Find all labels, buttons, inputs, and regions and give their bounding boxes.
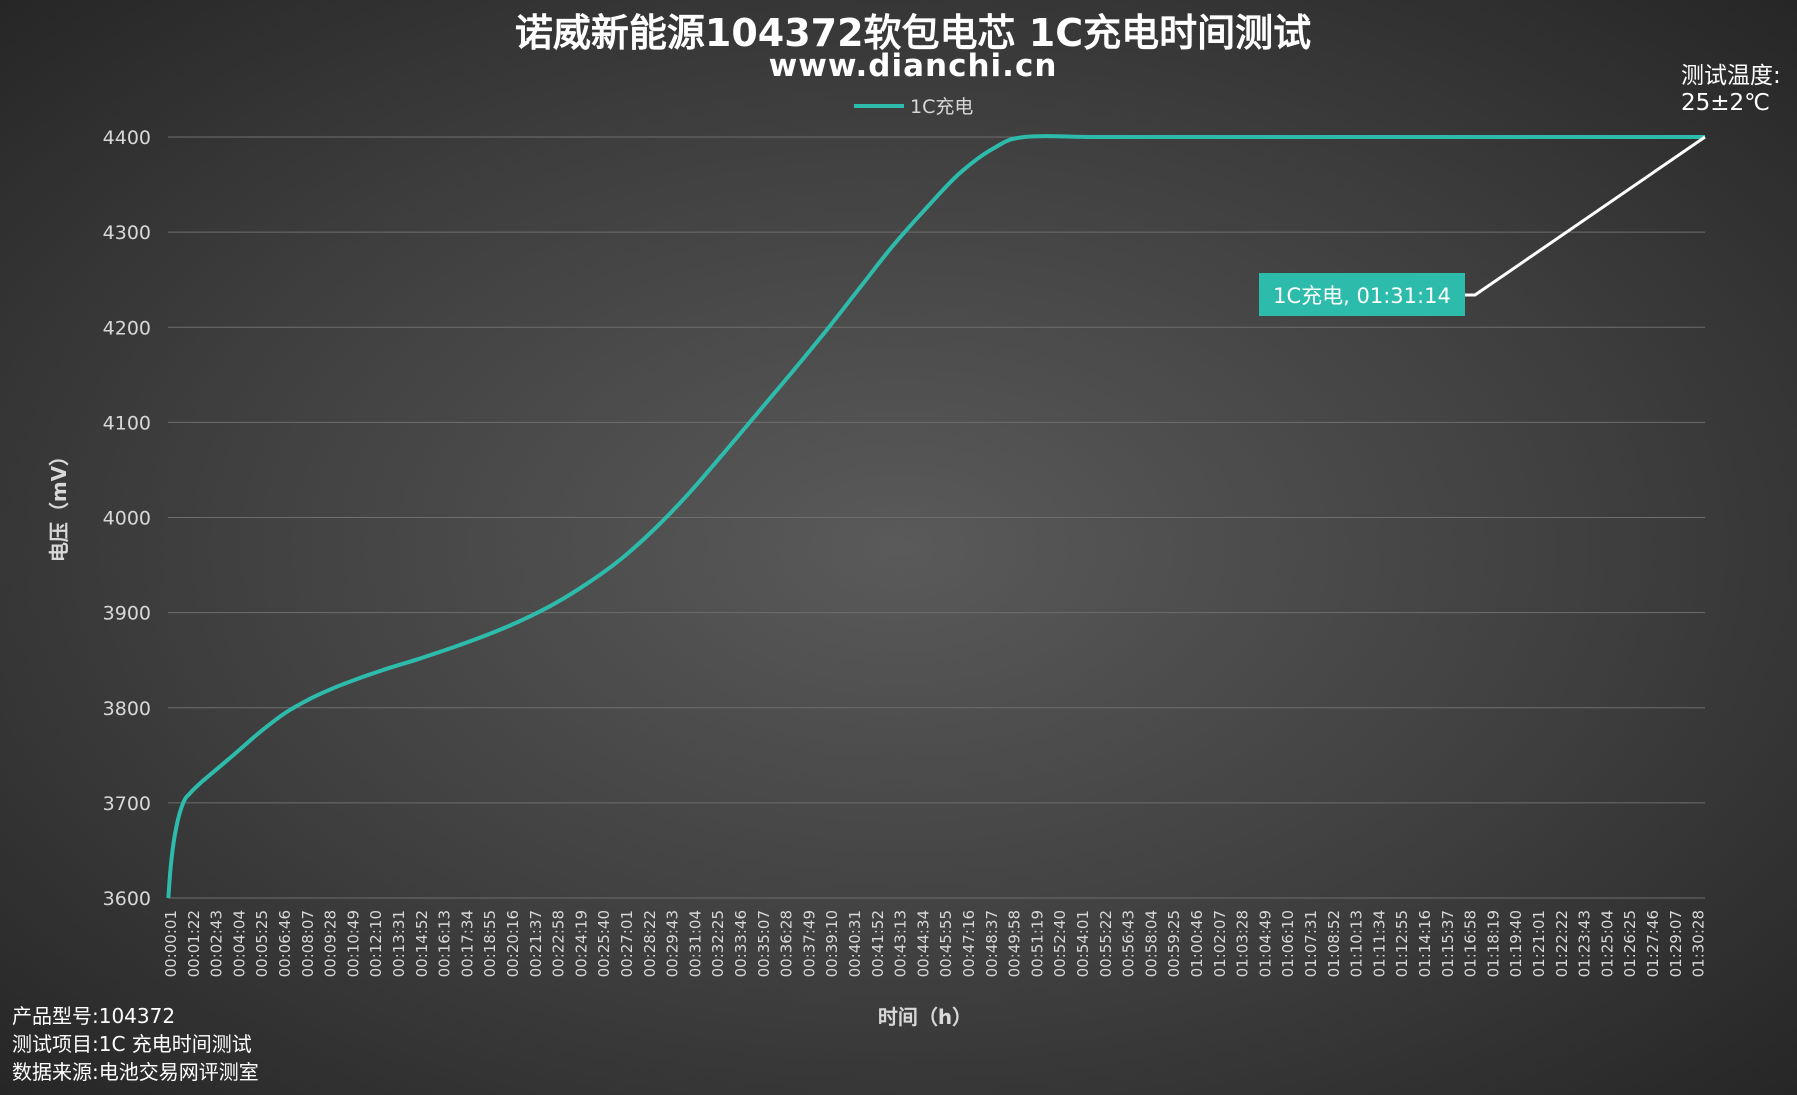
legend-swatch [854,103,904,108]
chart-title: 诺威新能源104372软包电芯 1C充电时间测试 [514,11,1312,55]
x-tick-label: 00:40:31 [846,910,864,977]
callout-leader-line [1465,135,1706,297]
x-tick-label: 00:27:01 [618,910,636,977]
x-tick-label: 00:14:52 [413,910,431,977]
x-tick-label: 01:08:52 [1325,910,1343,977]
x-tick-label: 00:48:37 [983,910,1001,977]
x-tick-label: 00:05:25 [253,910,271,977]
x-tick-label: 01:14:16 [1416,910,1434,977]
x-tick-label: 00:44:34 [914,910,932,977]
y-tick-label: 4400 [103,127,151,149]
x-tick-label: 01:10:13 [1348,910,1366,977]
x-tick-label: 01:29:07 [1667,910,1685,977]
x-tick-label: 00:52:40 [1051,910,1069,977]
y-tick-label: 3700 [103,793,151,815]
x-tick-label: 00:13:31 [390,910,408,977]
x-tick-label: 00:49:58 [1006,910,1024,977]
x-tick-label: 01:18:19 [1484,910,1502,977]
data-callout: 1C充电, 01:31:14 [1259,273,1465,316]
x-tick-label: 00:41:52 [869,910,887,977]
x-tick-label: 00:00:01 [162,910,180,977]
x-tick-label: 01:26:25 [1621,910,1639,977]
x-tick-label: 01:16:58 [1462,910,1480,977]
x-tick-label: 00:43:13 [892,910,910,977]
x-tick-label: 01:03:28 [1234,910,1252,977]
x-tick-label: 00:54:01 [1074,910,1092,977]
legend-label: 1C充电 [910,96,974,118]
x-tick-label: 00:12:10 [367,910,385,977]
footer-model: 产品型号:104372 [12,1004,176,1028]
x-tick-label: 00:08:07 [299,910,317,977]
x-tick-label: 01:15:37 [1439,910,1457,977]
x-tick-label: 00:24:19 [572,910,590,977]
y-tick-labels: 3600 3700 3800 3900 4000 4100 4200 4300 4400 [103,127,151,910]
x-tick-label: 01:11:34 [1370,910,1388,977]
y-tick-label: 4000 [103,508,151,530]
x-tick-label: 01:06:10 [1279,910,1297,977]
x-tick-labels: 00:00:01 00:01:22 00:02:43 00:04:04 00:05:25… [162,910,1708,977]
x-tick-label: 01:21:01 [1530,910,1548,977]
x-tick-label: 00:56:43 [1120,910,1138,977]
x-tick-label: 00:04:04 [230,910,248,977]
x-tick-label: 00:31:04 [686,910,704,977]
grid-lines [168,136,1705,899]
x-tick-label: 00:01:22 [185,910,203,977]
x-tick-label: 00:33:46 [732,910,750,977]
x-tick-label: 00:58:04 [1142,910,1160,977]
test-temperature-label: 测试温度: [1681,63,1781,89]
x-tick-label: 00:36:28 [778,910,796,977]
x-tick-label: 01:07:31 [1302,910,1320,977]
x-tick-label: 01:25:04 [1598,910,1616,977]
footer-data-source: 数据来源:电池交易网评测室 [12,1060,259,1084]
x-tick-label: 01:04:49 [1256,910,1274,977]
x-tick-label: 00:06:46 [276,910,294,977]
x-tick-label: 00:37:49 [800,910,818,977]
x-tick-label: 01:02:07 [1211,910,1229,977]
x-tick-label: 00:02:43 [208,910,226,977]
footer-test-item: 测试项目:1C 充电时间测试 [12,1032,252,1056]
x-tick-label: 01:19:40 [1507,910,1525,977]
y-tick-label: 4300 [103,222,151,244]
x-tick-label: 01:30:28 [1690,910,1708,977]
x-tick-label: 01:22:22 [1553,910,1571,977]
y-tick-label: 3600 [103,888,151,910]
x-tick-label: 00:45:55 [937,910,955,977]
x-tick-label: 01:23:43 [1576,910,1594,977]
x-tick-label: 00:39:10 [823,910,841,977]
x-tick-label: 00:09:28 [322,910,340,977]
x-tick-label: 01:12:55 [1393,910,1411,977]
x-axis-label: 时间（h） [878,1005,972,1029]
x-tick-label: 00:55:22 [1097,910,1115,977]
legend: 1C充电 [854,92,973,119]
x-tick-label: 00:10:49 [344,910,362,977]
x-tick-label: 00:51:19 [1028,910,1046,977]
x-tick-label: 01:00:46 [1188,910,1206,977]
y-tick-label: 4100 [103,412,151,434]
x-tick-label: 00:22:58 [550,910,568,977]
test-temperature-value: 25±2℃ [1681,90,1771,116]
series-line-1c-charge [166,134,1705,899]
y-tick-label: 4200 [103,317,151,339]
y-tick-label: 3900 [103,603,151,625]
x-tick-label: 00:18:55 [481,910,499,977]
x-tick-label: 00:35:07 [755,910,773,977]
chart-subtitle: www.dianchi.cn [768,48,1058,84]
x-tick-label: 00:28:22 [641,910,659,977]
y-axis-label: 电压（mV） [47,446,71,562]
x-tick-label: 00:16:13 [436,910,454,977]
x-tick-label: 00:29:43 [664,910,682,977]
x-tick-label: 00:21:37 [527,910,545,977]
x-tick-label: 00:32:25 [709,910,727,977]
x-tick-label: 00:17:34 [458,910,476,977]
x-tick-label: 00:59:25 [1165,910,1183,977]
x-tick-label: 00:47:16 [960,910,978,977]
y-tick-label: 3800 [103,698,151,720]
x-tick-label: 00:20:16 [504,910,522,977]
x-tick-label: 00:25:40 [595,910,613,977]
x-tick-label: 01:27:46 [1644,910,1662,977]
